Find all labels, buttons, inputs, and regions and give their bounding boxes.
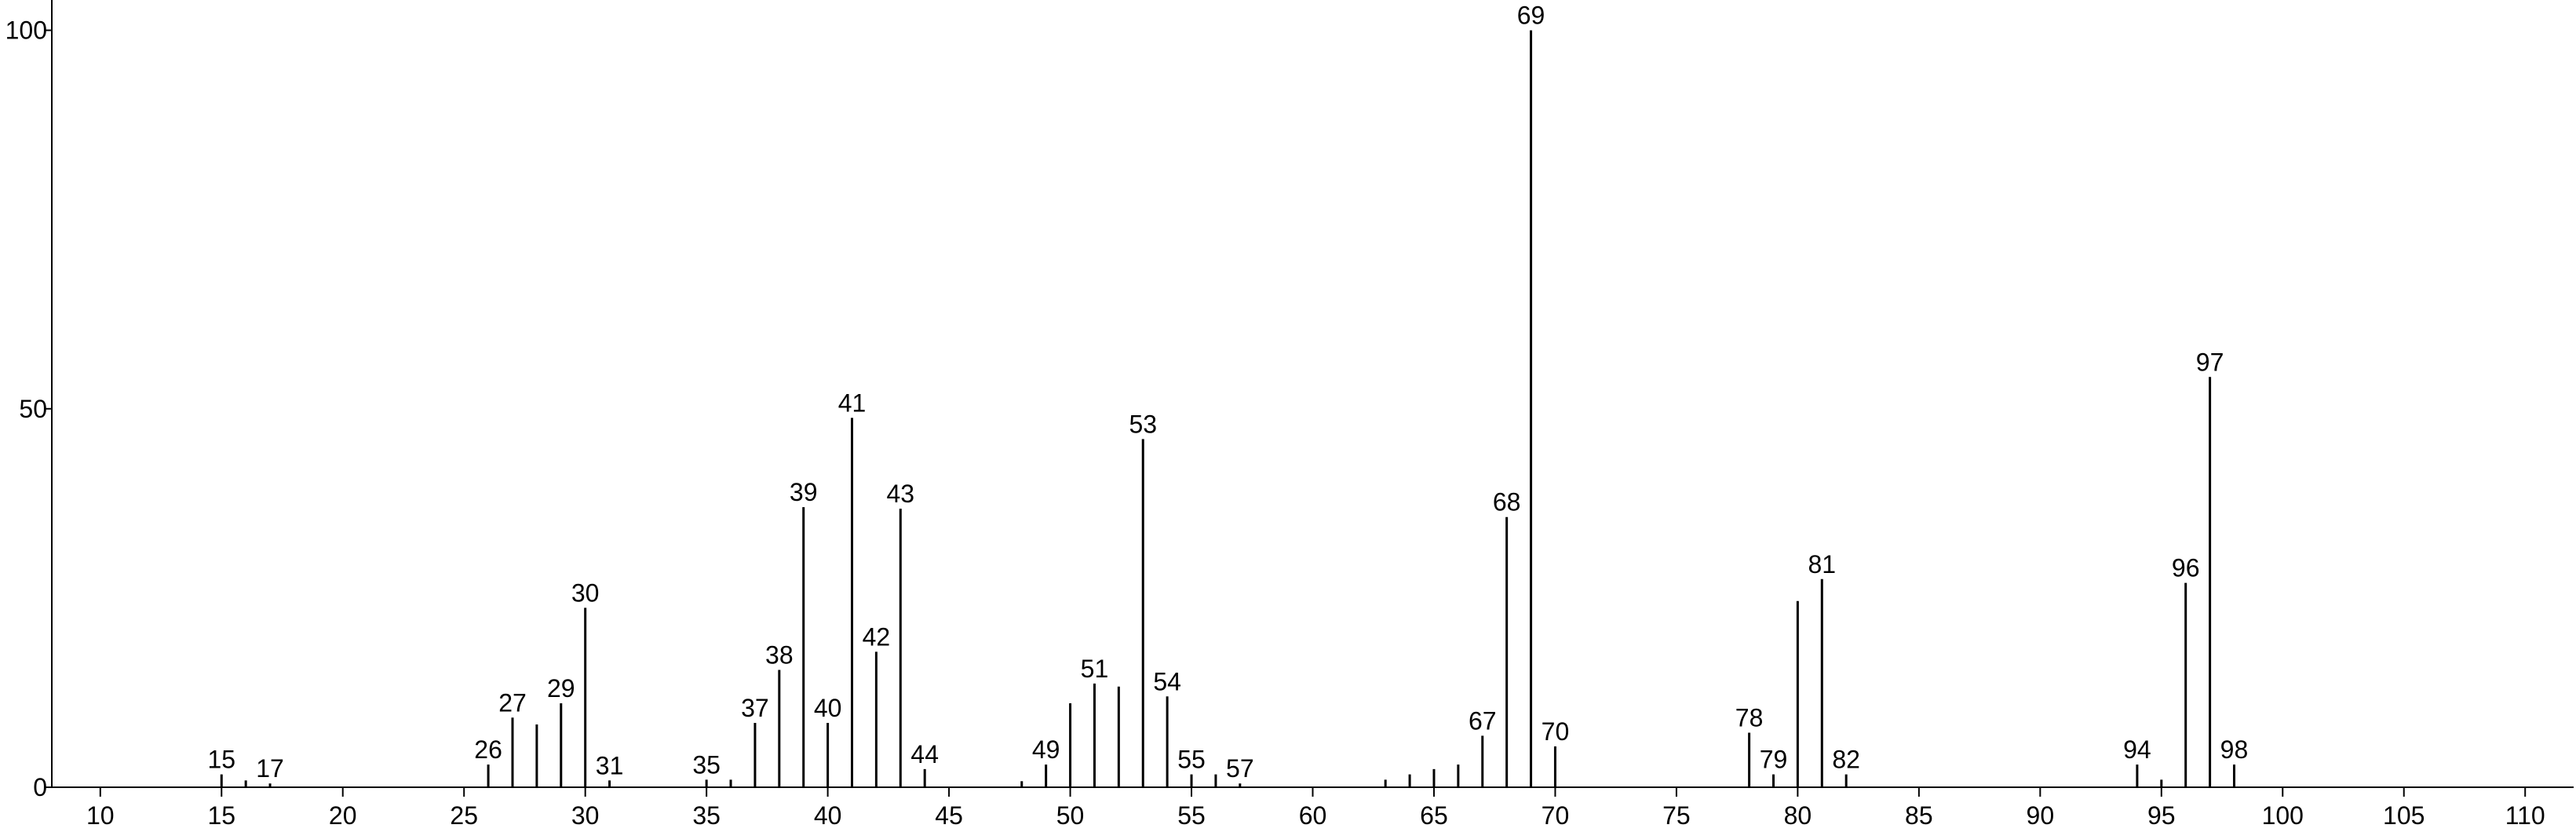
x-tick-label: 25 [450, 801, 478, 830]
peak-label: 38 [765, 641, 794, 670]
x-tick-label: 45 [935, 801, 963, 830]
peak-label: 27 [498, 688, 527, 717]
y-tick-label: 50 [19, 395, 47, 423]
peak-label: 70 [1542, 717, 1570, 746]
peak-label: 41 [838, 389, 867, 417]
peak-label: 37 [741, 694, 769, 722]
peak-label: 42 [863, 622, 891, 651]
peak-label: 82 [1832, 746, 1860, 774]
peak-label: 43 [887, 480, 915, 508]
peak-label: 44 [910, 740, 939, 768]
peak-label: 26 [474, 735, 502, 764]
peak-label: 54 [1153, 667, 1181, 695]
y-tick-label: 0 [33, 773, 47, 801]
peak-label: 29 [547, 674, 575, 702]
peak-label: 81 [1808, 550, 1836, 578]
x-tick-label: 60 [1299, 801, 1327, 830]
peak-label: 39 [790, 478, 818, 506]
peak-label: 31 [596, 751, 624, 779]
x-tick-label: 10 [86, 801, 115, 830]
peak-label: 57 [1226, 754, 1254, 783]
peak-label: 30 [571, 578, 600, 607]
peak-label: 17 [256, 754, 284, 783]
x-tick-label: 15 [207, 801, 235, 830]
peak-label: 96 [2172, 554, 2200, 582]
x-tick-label: 65 [1420, 801, 1448, 830]
x-tick-label: 95 [2147, 801, 2176, 830]
peak-label: 78 [1735, 704, 1764, 732]
x-tick-label: 40 [814, 801, 842, 830]
x-tick-label: 110 [2505, 801, 2545, 830]
peak-label: 35 [692, 750, 721, 779]
x-tick-label: 105 [2383, 801, 2425, 830]
peak-label: 51 [1081, 655, 1109, 683]
peak-label: 53 [1129, 410, 1157, 438]
x-tick-label: 55 [1177, 801, 1206, 830]
peak-label: 79 [1760, 746, 1788, 774]
peak-label: 55 [1177, 746, 1206, 774]
peak-label: 94 [2123, 735, 2151, 764]
peak-label: 40 [814, 694, 842, 722]
peak-label: 67 [1469, 706, 1497, 735]
peak-label: 49 [1032, 735, 1060, 764]
x-tick-label: 85 [1905, 801, 1933, 830]
x-tick-label: 50 [1056, 801, 1085, 830]
x-tick-label: 80 [1784, 801, 1812, 830]
peak-label: 97 [2196, 348, 2224, 376]
x-tick-label: 75 [1662, 801, 1691, 830]
peak-label: 68 [1493, 488, 1521, 516]
x-tick-label: 70 [1542, 801, 1570, 830]
peak-label: 98 [2220, 735, 2249, 764]
peak-label: 15 [207, 746, 235, 774]
y-tick-label: 100 [5, 16, 47, 45]
x-tick-label: 90 [2027, 801, 2055, 830]
peak-label: 69 [1517, 2, 1545, 30]
x-tick-label: 30 [571, 801, 600, 830]
x-tick-label: 20 [329, 801, 357, 830]
x-tick-label: 100 [2262, 801, 2304, 830]
x-tick-label: 35 [692, 801, 721, 830]
